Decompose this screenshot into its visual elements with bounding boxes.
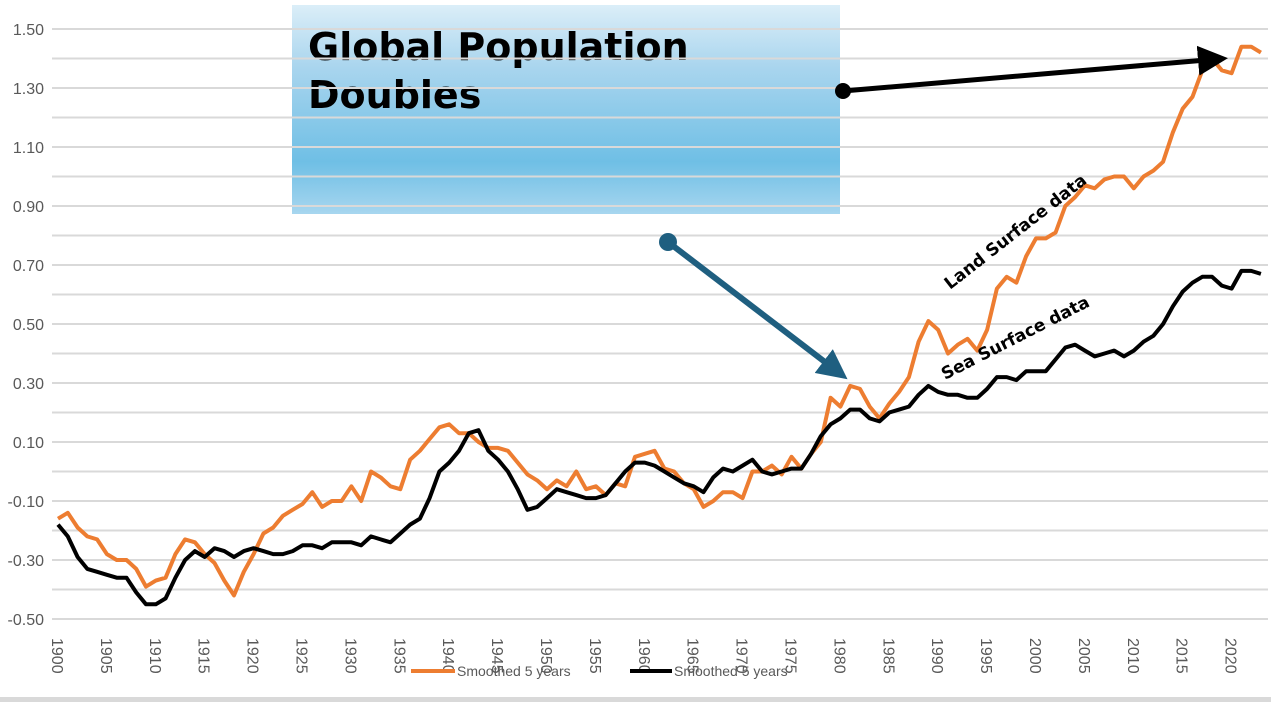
x-tick-label: 2020 (1222, 638, 1239, 674)
x-tick-label: 1965 (684, 638, 701, 674)
x-tick-label: 1955 (586, 638, 603, 674)
population-callout-box: Global Population Doubles (292, 5, 840, 214)
callout-title: Global Population Doubles (308, 25, 689, 117)
y-tick-label: 0.70 (13, 258, 44, 275)
x-tick-label: 1905 (97, 638, 114, 674)
x-tick-label: 2005 (1075, 638, 1092, 674)
legend-label-land: Smoothed 5 years (457, 663, 571, 679)
x-tick-label: 1980 (830, 638, 847, 674)
y-tick-label: 0.50 (13, 317, 44, 334)
series-lines (56, 44, 1262, 607)
x-tick-label: 1930 (341, 638, 358, 674)
sea-surface-annotation: Sea Surface data (938, 292, 1093, 384)
y-tick-label: -0.10 (8, 494, 45, 511)
bottom-scroll-band (0, 697, 1271, 702)
gridlines (52, 28, 1268, 620)
x-axis-labels: 1900 1905 1910 1915 1920 1925 1930 1935 1940 1945… (48, 638, 1239, 674)
x-tick-label: 1940 (439, 638, 456, 674)
x-tick-label: 1970 (733, 638, 750, 674)
x-tick-label: 1985 (879, 638, 896, 674)
y-tick-label: 0.30 (13, 376, 44, 393)
x-tick-label: 2010 (1124, 638, 1141, 674)
y-tick-label: 0.90 (13, 199, 44, 216)
x-tick-label: 1910 (146, 638, 163, 674)
x-tick-label: 2000 (1026, 638, 1043, 674)
y-tick-label: 1.30 (13, 81, 44, 98)
x-tick-label: 1900 (48, 638, 65, 674)
land-series-line (56, 44, 1262, 598)
sea-series-line (56, 268, 1262, 607)
population-arrow (835, 45, 1228, 99)
x-tick-label: 1920 (244, 638, 261, 674)
x-tick-label: 2015 (1173, 638, 1190, 674)
legend-label-sea: Smoothed 5 years (674, 663, 788, 679)
x-tick-label: 1925 (293, 638, 310, 674)
x-tick-label: 1915 (195, 638, 212, 674)
x-tick-label: 1935 (390, 638, 407, 674)
y-tick-label: -0.50 (8, 612, 45, 629)
y-tick-label: 1.50 (13, 22, 44, 39)
y-tick-label: 1.10 (13, 140, 44, 157)
y-tick-label: -0.30 (8, 553, 45, 570)
x-tick-label: 1990 (928, 638, 945, 674)
legend: Smoothed 5 years Smoothed 5 years (411, 663, 788, 679)
x-tick-label: 1960 (635, 638, 652, 674)
land-surface-annotation: Land Surface data (941, 171, 1091, 294)
x-tick-label: 1995 (977, 638, 994, 674)
x-tick-label: 1975 (782, 638, 799, 674)
x-tick-label: 1950 (537, 638, 554, 674)
y-tick-label: 0.10 (13, 435, 44, 452)
x-tick-label: 1945 (488, 638, 505, 674)
pointer-arrow-1980 (659, 233, 848, 380)
y-axis-labels: -0.50 -0.30 -0.10 0.10 0.30 0.50 0.70 0.90 1.10 1… (8, 22, 45, 629)
